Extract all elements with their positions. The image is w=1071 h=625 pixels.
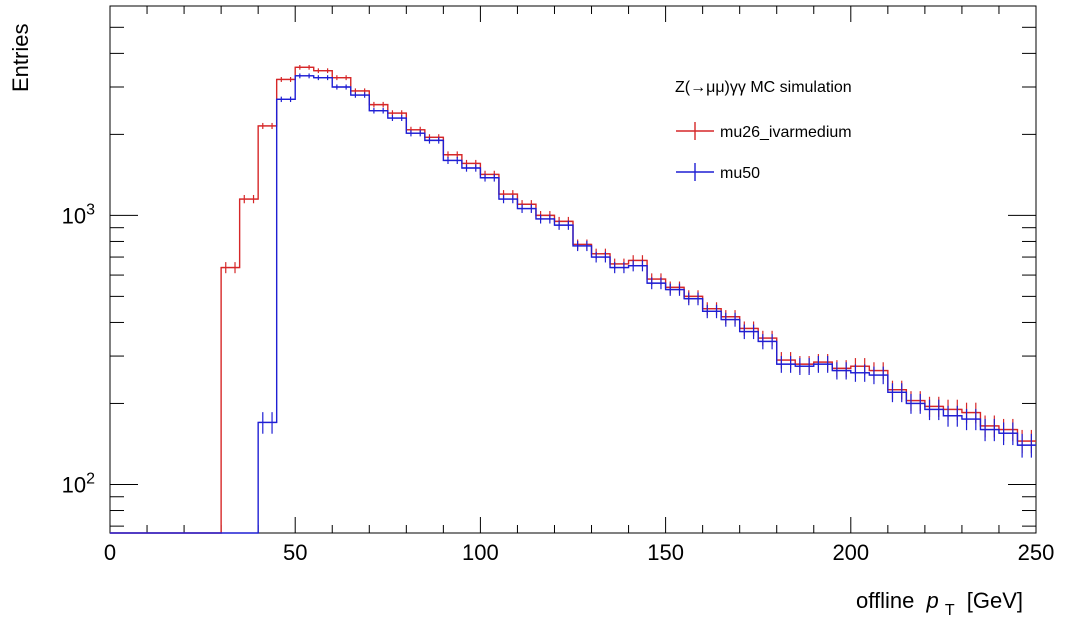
x-tick-label: 150 [647,540,684,565]
series-mu50 [110,73,1036,534]
x-axis-title: offline p T [GeV] [856,588,1023,620]
x-tick-label: 200 [832,540,869,565]
y-axis-title: Entries [8,24,33,92]
series-layer [110,64,1036,534]
legend: Z(→μμ)γγ MC simulation mu26_ivarmedium mu5… [675,79,852,182]
y-tick-label: 103 [62,201,95,228]
y-tick-label-base: 10 [62,203,86,228]
legend-header: Z(→μμ)γγ MC simulation [675,79,852,96]
x-axis-ticks: 0 50 100 150 200 250 [104,6,1054,565]
y-tick-label: 102 [62,470,95,497]
x-tick-label: 100 [462,540,499,565]
histogram-line [110,66,1036,534]
plot-frame [109,5,1037,534]
legend-entry-label: mu26_ivarmedium [720,124,852,141]
y-tick-label-exponent: 3 [86,201,95,218]
x-axis-title-unit: [GeV] [967,588,1023,613]
series-mu26_ivarmedium [110,64,1036,534]
x-axis-title-subscript: T [945,602,955,619]
x-tick-label: 50 [283,540,307,565]
x-axis-title-symbol: p [925,588,938,613]
x-axis-title-label: offline [856,588,914,613]
x-tick-label: 0 [104,540,116,565]
y-tick-label-base: 10 [62,472,86,497]
y-tick-label-exponent: 2 [86,470,95,487]
legend-entry-label: mu50 [720,165,760,182]
x-tick-label: 250 [1018,540,1055,565]
histogram-line [110,75,1036,534]
